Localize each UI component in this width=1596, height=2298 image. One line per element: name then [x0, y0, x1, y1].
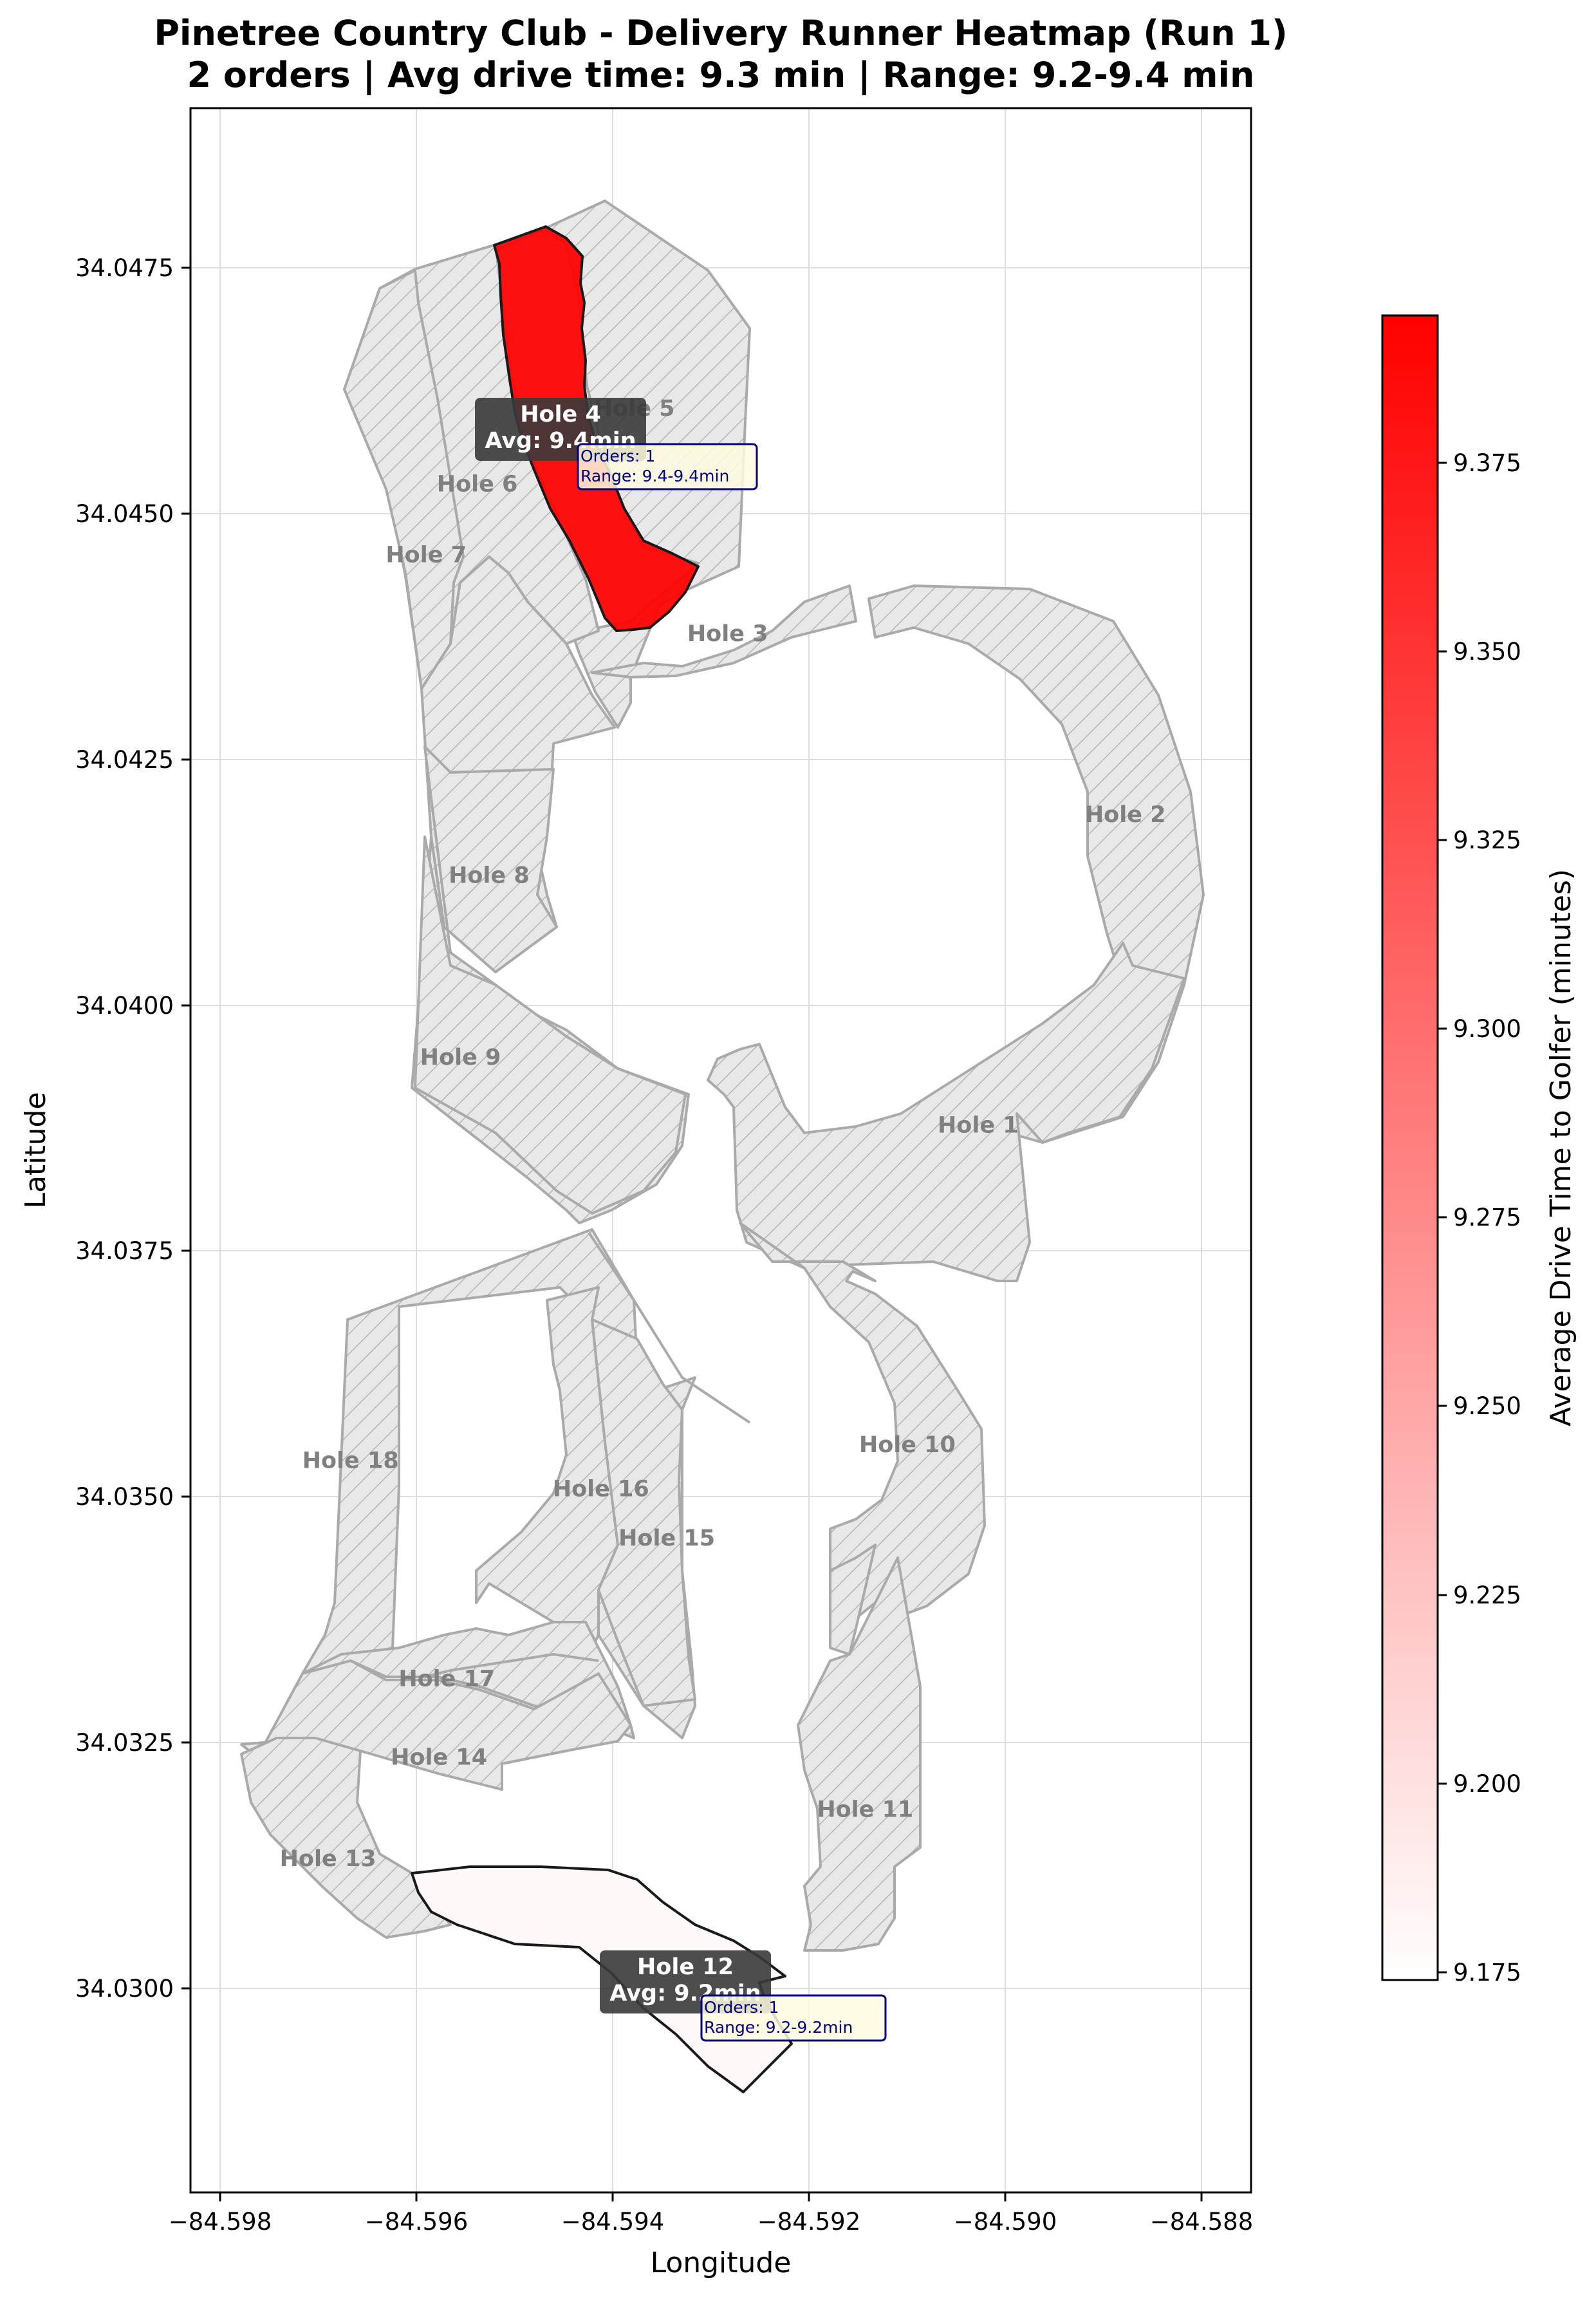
- colorbar-tick-label: 9.200: [1453, 1770, 1521, 1798]
- hole-label-hole-6: Hole 6: [437, 472, 518, 498]
- hole-label-hole-18: Hole 18: [302, 1448, 399, 1473]
- chart-title: Pinetree Country Club - Delivery Runner …: [154, 13, 1287, 53]
- colorbar-tick-label: 9.275: [1453, 1204, 1521, 1231]
- x-tick-label: −84.592: [757, 2208, 860, 2236]
- hole-label-hole-3: Hole 3: [687, 621, 768, 647]
- colorbar-tick-label: 9.350: [1453, 638, 1521, 666]
- colorbar-label: Average Drive Time to Golfer (minutes): [1545, 869, 1577, 1426]
- colorbar-tick-label: 9.175: [1453, 1959, 1521, 1986]
- hole-label-hole-13: Hole 13: [280, 1846, 376, 1872]
- chart-subtitle: 2 orders | Avg drive time: 9.3 min | Ran…: [187, 55, 1255, 95]
- colorbar-tick-label: 9.325: [1453, 827, 1521, 854]
- hole-10-11-connector: [829, 1544, 877, 1656]
- y-axis: 34.0300 34.0325 34.0350 34.0375 34.0400 …: [19, 254, 190, 2003]
- y-tick-label: 34.0375: [75, 1237, 174, 1265]
- colorbar: 9.175 9.200 9.225 9.250 9.275 9.300 9.32…: [1381, 314, 1577, 1986]
- y-tick-label: 34.0400: [75, 992, 174, 1020]
- colorbar-tick-label: 9.375: [1453, 449, 1521, 477]
- y-tick-label: 34.0350: [75, 1483, 174, 1511]
- colorbar-tick-label: 9.225: [1453, 1582, 1521, 1609]
- hole-16-15-divider: [588, 1231, 751, 1424]
- y-axis-label: Latitude: [19, 1092, 52, 1208]
- hole-label-hole-15: Hole 15: [618, 1526, 715, 1551]
- colorbar-gradient: [1381, 314, 1439, 1981]
- hole-12-annotation-title: Hole 12: [637, 1954, 734, 1980]
- hole-label-hole-2: Hole 2: [1085, 802, 1166, 828]
- x-tick-label: −84.590: [954, 2208, 1057, 2236]
- hole-label-hole-11: Hole 11: [817, 1797, 913, 1823]
- hole-label-hole-14: Hole 14: [391, 1745, 487, 1771]
- hole-15-polygon: [591, 1318, 696, 1707]
- y-tick-label: 34.0425: [75, 746, 174, 774]
- hole-12-info-orders: Orders: 1: [704, 1998, 779, 2017]
- x-axis: −84.598 −84.596 −84.594 −84.592 −84.590 …: [169, 2192, 1253, 2279]
- hole-4-info-range: Range: 9.4-9.4min: [580, 467, 729, 485]
- hole-label-hole-8: Hole 8: [449, 863, 530, 889]
- hole-4-annotation: Hole 4 Avg: 9.4min Orders: 1 Range: 9.4-…: [475, 398, 758, 490]
- hole-label-hole-9: Hole 9: [420, 1045, 501, 1070]
- hole-label-hole-17: Hole 17: [398, 1666, 495, 1692]
- x-tick-label: −84.594: [561, 2208, 664, 2236]
- hole-label-hole-10: Hole 10: [859, 1432, 956, 1458]
- hole-label-hole-16: Hole 16: [553, 1477, 649, 1502]
- hole-12-annotation: Hole 12 Avg: 9.2min Orders: 1 Range: 9.2…: [600, 1950, 887, 2042]
- axes-frame: [189, 107, 1252, 2194]
- hole-12-info-range: Range: 9.2-9.2min: [704, 2018, 853, 2037]
- hole-11-polygon: [797, 1556, 922, 1952]
- x-axis-label: Longitude: [651, 2247, 792, 2279]
- hole-label-hole-1: Hole 1: [938, 1113, 1019, 1139]
- hole-9-fill-polygon: [414, 836, 687, 1215]
- y-tick-label: 34.0325: [75, 1729, 174, 1757]
- x-tick-label: −84.598: [169, 2208, 272, 2236]
- y-tick-label: 34.0450: [75, 500, 174, 528]
- hole-4-annotation-title: Hole 4: [520, 402, 601, 427]
- colorbar-tick-label: 9.250: [1453, 1392, 1521, 1420]
- colorbar-tick-label: 9.300: [1453, 1015, 1521, 1043]
- hole-4-info-orders: Orders: 1: [580, 447, 655, 465]
- hole-7-polygon: [343, 269, 465, 690]
- hole-13-polygon: [240, 1737, 452, 1939]
- hole-12-info-box: [700, 1994, 887, 2042]
- x-tick-label: −84.596: [365, 2208, 468, 2236]
- hole-1-polygon: [707, 942, 1185, 1282]
- hole-10-polygon: [739, 1222, 986, 1630]
- hole-label-hole-7: Hole 7: [385, 543, 467, 568]
- y-tick-label: 34.0300: [75, 1975, 174, 2003]
- x-tick-label: −84.588: [1150, 2208, 1253, 2236]
- hole-3-polygon: [591, 584, 857, 678]
- y-tick-label: 34.0475: [75, 254, 174, 282]
- hole-4-info-box: [577, 443, 758, 490]
